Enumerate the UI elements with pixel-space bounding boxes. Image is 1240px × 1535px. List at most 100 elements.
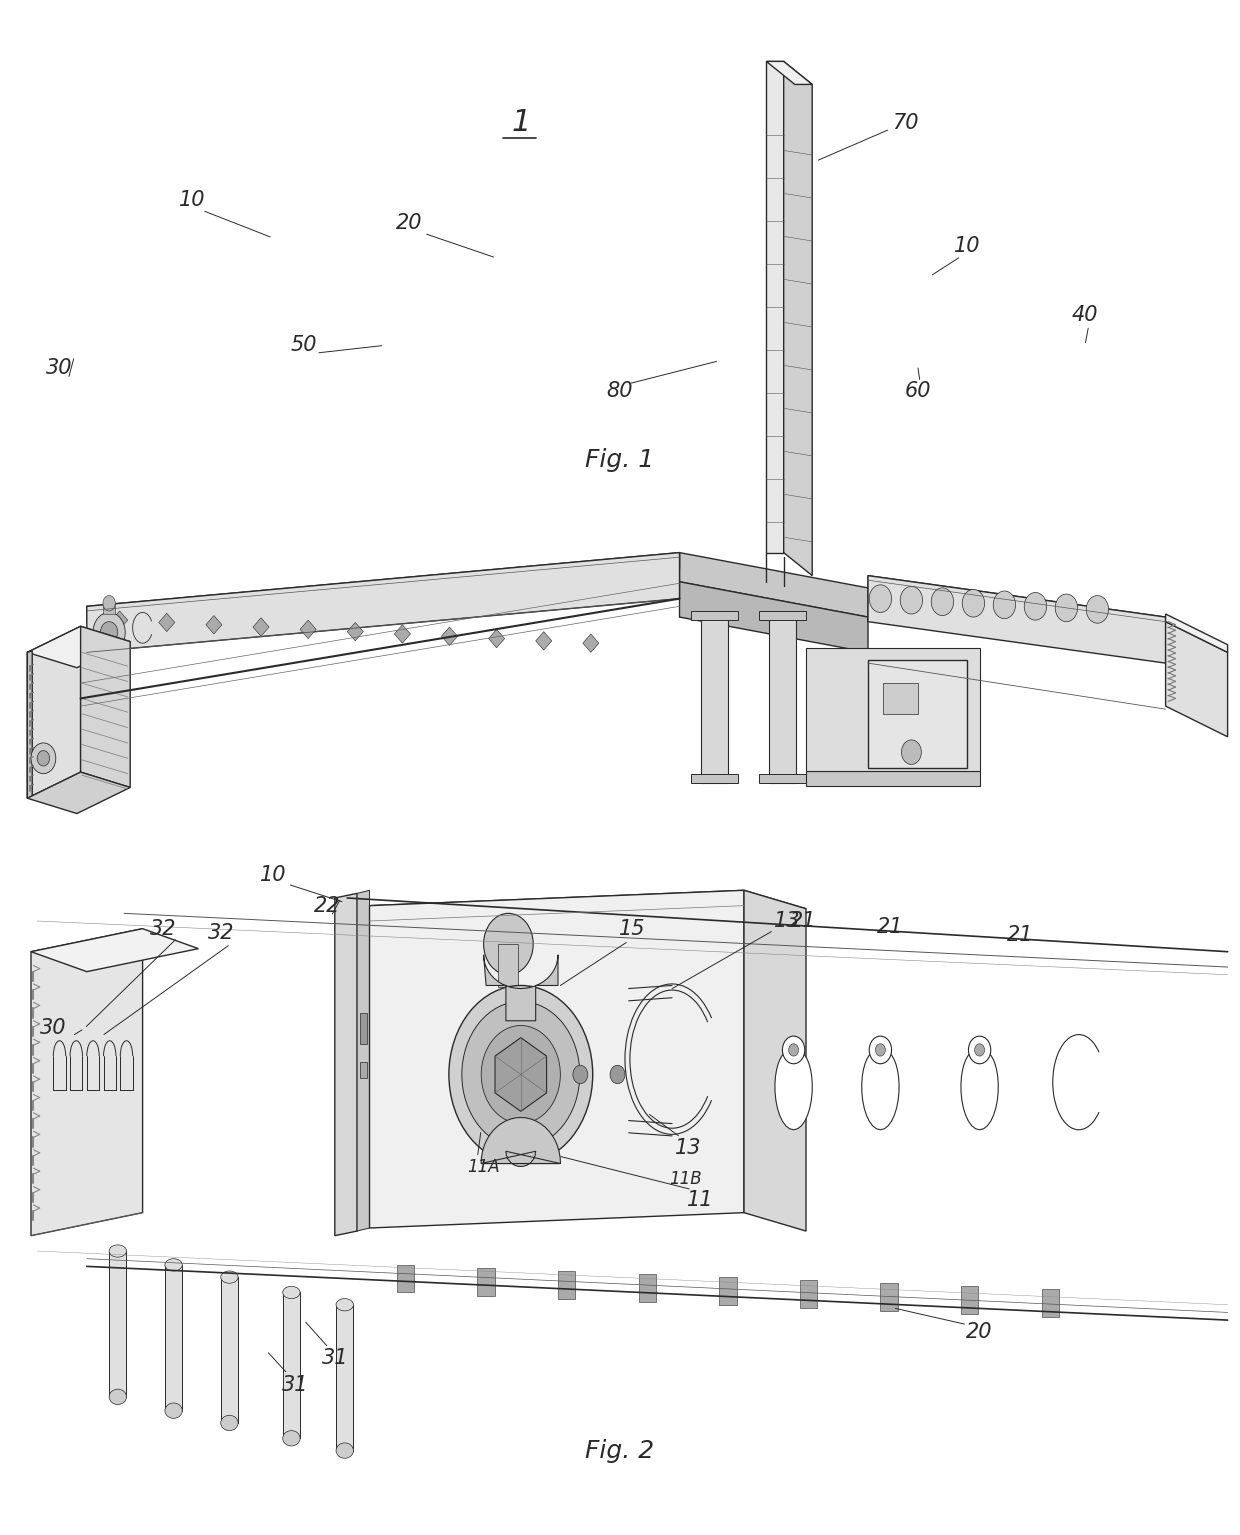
Polygon shape: [639, 1274, 656, 1302]
Polygon shape: [498, 944, 518, 987]
Text: 11B: 11B: [670, 1170, 702, 1188]
Text: 10: 10: [179, 189, 206, 210]
Polygon shape: [335, 893, 357, 1236]
Circle shape: [869, 585, 892, 612]
Polygon shape: [206, 616, 222, 634]
Polygon shape: [370, 890, 744, 1228]
Circle shape: [93, 612, 125, 652]
Polygon shape: [441, 626, 458, 645]
Circle shape: [103, 596, 115, 611]
Circle shape: [962, 589, 985, 617]
Polygon shape: [477, 1268, 495, 1296]
Text: 10: 10: [954, 235, 981, 256]
Polygon shape: [495, 1038, 547, 1111]
Polygon shape: [784, 61, 812, 576]
Text: 11: 11: [687, 1190, 714, 1211]
Circle shape: [931, 588, 954, 616]
Circle shape: [789, 1044, 799, 1056]
Polygon shape: [775, 1050, 812, 1130]
Polygon shape: [112, 611, 128, 629]
Circle shape: [900, 586, 923, 614]
Polygon shape: [87, 553, 680, 622]
Circle shape: [901, 740, 921, 764]
Polygon shape: [880, 1283, 898, 1311]
Polygon shape: [1166, 614, 1228, 652]
Polygon shape: [744, 890, 806, 1231]
Text: 60: 60: [904, 381, 931, 402]
Circle shape: [37, 751, 50, 766]
Circle shape: [1086, 596, 1109, 623]
Circle shape: [975, 1044, 985, 1056]
Polygon shape: [27, 772, 130, 814]
Polygon shape: [862, 1050, 899, 1130]
Text: 13: 13: [675, 1137, 702, 1159]
Text: 50: 50: [290, 335, 317, 356]
Polygon shape: [868, 576, 1166, 663]
Circle shape: [1055, 594, 1078, 622]
Polygon shape: [868, 576, 1166, 629]
Polygon shape: [806, 648, 980, 771]
Polygon shape: [868, 660, 967, 768]
Text: 13: 13: [774, 910, 801, 932]
Circle shape: [993, 591, 1016, 619]
Polygon shape: [27, 626, 81, 798]
Polygon shape: [766, 61, 784, 553]
Polygon shape: [283, 1292, 300, 1438]
Polygon shape: [31, 929, 143, 1236]
Polygon shape: [347, 623, 363, 642]
Polygon shape: [31, 929, 198, 972]
Ellipse shape: [221, 1415, 238, 1431]
Polygon shape: [691, 611, 738, 620]
Ellipse shape: [109, 1245, 126, 1257]
Circle shape: [31, 743, 56, 774]
Polygon shape: [1042, 1289, 1059, 1317]
Circle shape: [461, 1001, 580, 1148]
Text: 32: 32: [207, 923, 234, 944]
Polygon shape: [583, 634, 599, 652]
Text: 30: 30: [46, 358, 73, 379]
Polygon shape: [27, 651, 32, 798]
Ellipse shape: [336, 1299, 353, 1311]
Circle shape: [968, 1036, 991, 1064]
Circle shape: [1024, 593, 1047, 620]
Polygon shape: [701, 614, 728, 783]
Text: 21: 21: [790, 910, 817, 932]
Ellipse shape: [283, 1431, 300, 1446]
Circle shape: [782, 1036, 805, 1064]
Polygon shape: [394, 625, 410, 643]
Ellipse shape: [221, 1271, 238, 1283]
Polygon shape: [806, 771, 980, 786]
Text: 11A: 11A: [467, 1157, 500, 1176]
Ellipse shape: [165, 1259, 182, 1271]
Text: 21: 21: [1007, 924, 1034, 946]
Circle shape: [875, 1044, 885, 1056]
Polygon shape: [680, 553, 868, 617]
Polygon shape: [484, 955, 558, 1021]
Polygon shape: [103, 603, 115, 614]
Ellipse shape: [109, 1389, 126, 1405]
Polygon shape: [1166, 622, 1228, 737]
Polygon shape: [221, 1277, 238, 1423]
Polygon shape: [27, 626, 130, 668]
Polygon shape: [691, 774, 738, 783]
Text: 70: 70: [892, 112, 919, 134]
Ellipse shape: [283, 1286, 300, 1299]
Text: 21: 21: [877, 916, 904, 938]
Ellipse shape: [165, 1403, 182, 1418]
Text: Fig. 2: Fig. 2: [585, 1438, 655, 1463]
Circle shape: [449, 985, 593, 1164]
Polygon shape: [489, 629, 505, 648]
Circle shape: [484, 913, 533, 975]
Text: 40: 40: [1071, 304, 1099, 325]
Polygon shape: [883, 683, 918, 714]
Circle shape: [481, 1025, 560, 1124]
Polygon shape: [961, 1050, 998, 1130]
Polygon shape: [253, 617, 269, 635]
Polygon shape: [680, 582, 868, 652]
Text: 31: 31: [321, 1348, 348, 1369]
Text: 10: 10: [259, 864, 286, 886]
Polygon shape: [397, 1265, 414, 1292]
Polygon shape: [360, 1062, 367, 1078]
Text: 31: 31: [281, 1374, 309, 1395]
Text: Fig. 1: Fig. 1: [585, 448, 655, 473]
